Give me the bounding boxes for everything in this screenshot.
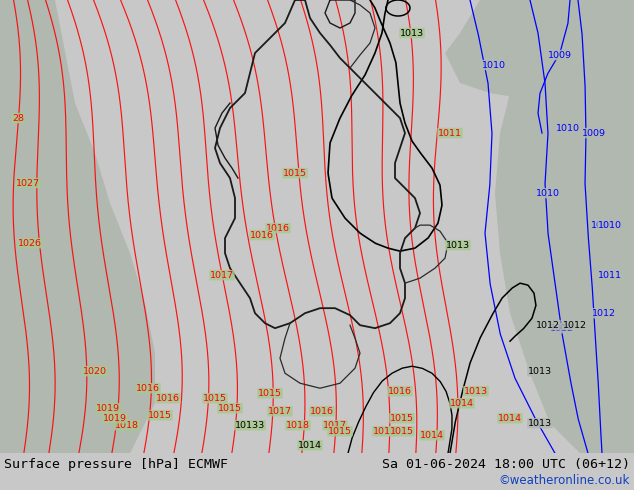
- Text: 1009: 1009: [582, 128, 606, 138]
- Text: 1013: 1013: [400, 28, 424, 38]
- Text: 1015: 1015: [390, 414, 414, 423]
- Text: 1015: 1015: [203, 394, 227, 403]
- Text: 1013: 1013: [373, 427, 397, 436]
- Text: 1016: 1016: [310, 407, 334, 416]
- Text: 1013: 1013: [464, 387, 488, 396]
- Text: 1019: 1019: [96, 404, 120, 413]
- Text: 1027: 1027: [16, 178, 40, 188]
- Text: 1019: 1019: [103, 414, 127, 423]
- Text: 1014: 1014: [298, 441, 322, 450]
- Text: 1012: 1012: [536, 320, 560, 330]
- Text: 1015: 1015: [218, 404, 242, 413]
- Text: 1017: 1017: [323, 421, 347, 430]
- Text: 1015: 1015: [283, 169, 307, 177]
- Text: 1014: 1014: [498, 414, 522, 423]
- Text: 1011: 1011: [598, 270, 622, 280]
- Text: 1015: 1015: [328, 427, 352, 436]
- Polygon shape: [0, 0, 155, 453]
- Text: 1015: 1015: [390, 427, 414, 436]
- Text: 1018: 1018: [286, 421, 310, 430]
- Text: 1018: 1018: [115, 421, 139, 430]
- Text: 1017: 1017: [268, 407, 292, 416]
- Text: 1015: 1015: [258, 389, 282, 398]
- Text: Sa 01-06-2024 18:00 UTC (06+12): Sa 01-06-2024 18:00 UTC (06+12): [382, 458, 630, 471]
- Text: 1016: 1016: [388, 387, 412, 396]
- Text: 1016: 1016: [156, 394, 180, 403]
- Text: 1010: 1010: [482, 61, 506, 70]
- Text: 1016: 1016: [136, 384, 160, 392]
- Text: 1012: 1012: [550, 324, 574, 333]
- Text: Surface pressure [hPa] ECMWF: Surface pressure [hPa] ECMWF: [4, 458, 228, 471]
- Text: 1014: 1014: [450, 399, 474, 408]
- Text: 1015: 1015: [148, 411, 172, 420]
- Text: 1013: 1013: [446, 241, 470, 249]
- Text: 1017: 1017: [210, 270, 234, 280]
- Text: 1014: 1014: [420, 431, 444, 440]
- Text: 1010: 1010: [536, 189, 560, 197]
- Text: 1010: 1010: [556, 123, 580, 133]
- Text: 1012: 1012: [563, 320, 587, 330]
- Text: 1010: 1010: [598, 220, 622, 230]
- Text: 1013: 1013: [528, 419, 552, 428]
- Polygon shape: [495, 0, 634, 453]
- Text: 10133: 10133: [235, 421, 265, 430]
- Text: 28: 28: [12, 114, 24, 122]
- Text: 1009: 1009: [548, 50, 572, 59]
- Text: 1020: 1020: [83, 367, 107, 376]
- Polygon shape: [445, 0, 634, 98]
- Text: 1026: 1026: [18, 239, 42, 247]
- Text: 1013: 1013: [528, 367, 552, 376]
- Text: 1016: 1016: [266, 223, 290, 233]
- Text: 1010: 1010: [591, 220, 615, 230]
- Text: 1012: 1012: [592, 309, 616, 318]
- Text: 1016: 1016: [250, 231, 274, 240]
- Text: ©weatheronline.co.uk: ©weatheronline.co.uk: [498, 473, 630, 487]
- Text: 1011: 1011: [438, 128, 462, 138]
